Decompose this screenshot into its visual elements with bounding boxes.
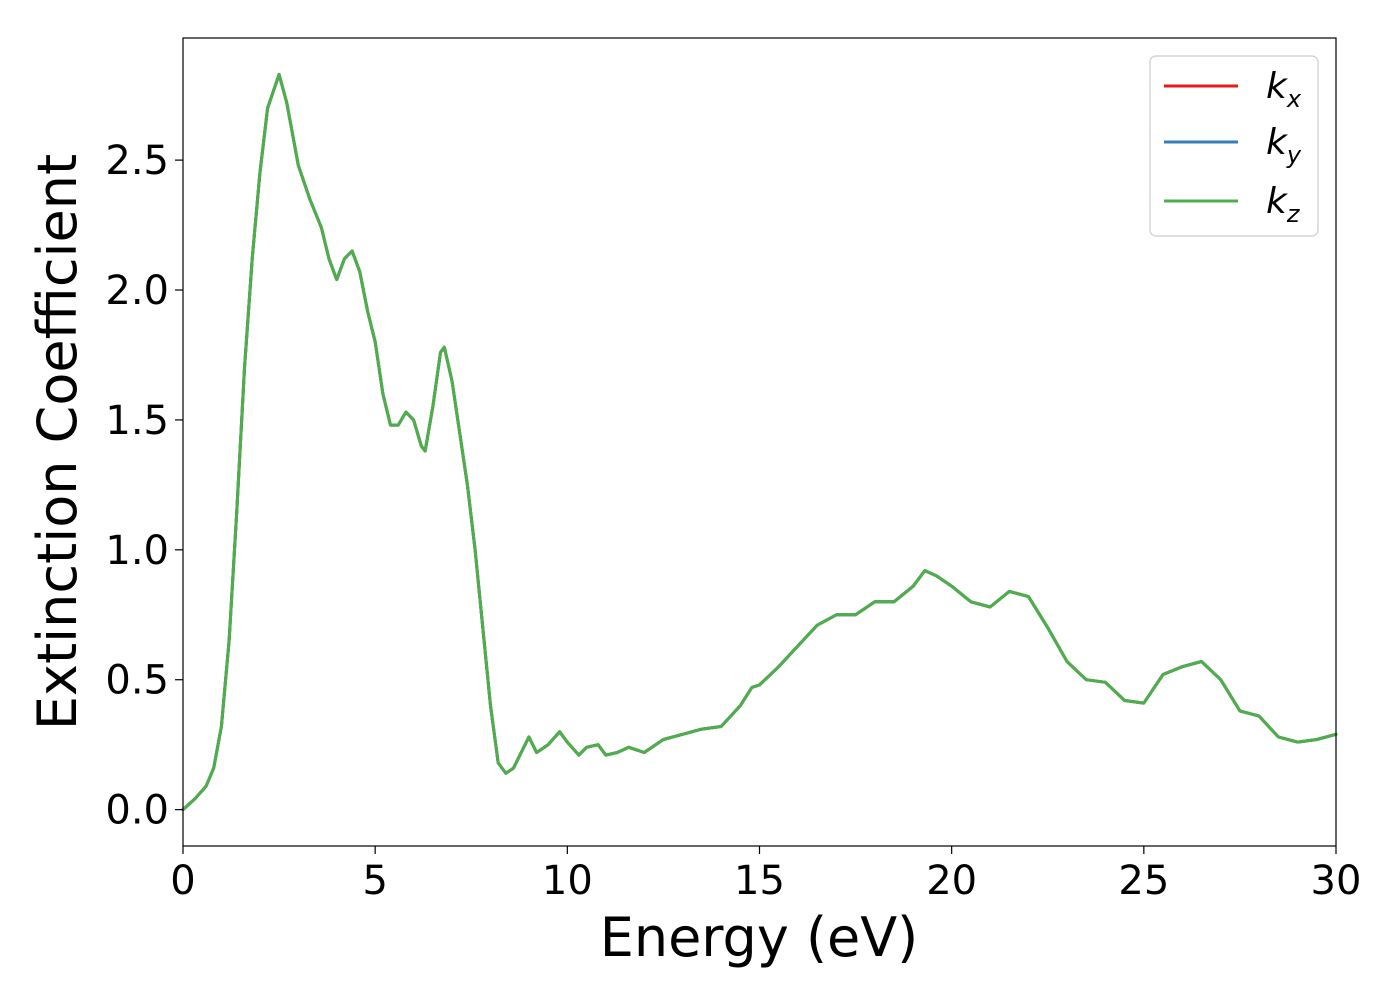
y-tick-label: 1.0 — [105, 528, 169, 574]
x-axis-title: Energy (eV) — [600, 906, 919, 969]
y-axis-title: Extinction Coefficient — [26, 154, 89, 730]
legend-label-ky: ky — [1266, 122, 1302, 169]
x-tick-label: 5 — [362, 858, 387, 904]
legend: kx ky kz — [1149, 55, 1319, 237]
legend-label-kx: kx — [1266, 66, 1302, 113]
x-tick-label: 20 — [926, 858, 977, 904]
y-tick-label: 2.0 — [105, 268, 169, 314]
series-line-k-z — [181, 72, 1338, 812]
y-axis: 0.0 0.5 1.0 1.5 2.0 2.5 — [105, 138, 183, 834]
y-tick-label: 2.5 — [105, 138, 169, 184]
x-tick-label: 30 — [1311, 858, 1362, 904]
legend-label-kz: kz — [1266, 181, 1301, 228]
legend-frame — [1149, 55, 1319, 237]
y-tick-label: 1.5 — [105, 398, 169, 444]
x-tick-label: 0 — [170, 858, 195, 904]
x-tick-label: 10 — [542, 858, 593, 904]
y-tick-label: 0.5 — [105, 658, 169, 704]
y-tick-label: 0.0 — [105, 788, 169, 834]
x-axis: 0 5 10 15 20 25 30 — [170, 846, 1361, 904]
x-tick-label: 15 — [734, 858, 785, 904]
x-tick-label: 25 — [1118, 858, 1169, 904]
series-layer — [181, 72, 1338, 812]
